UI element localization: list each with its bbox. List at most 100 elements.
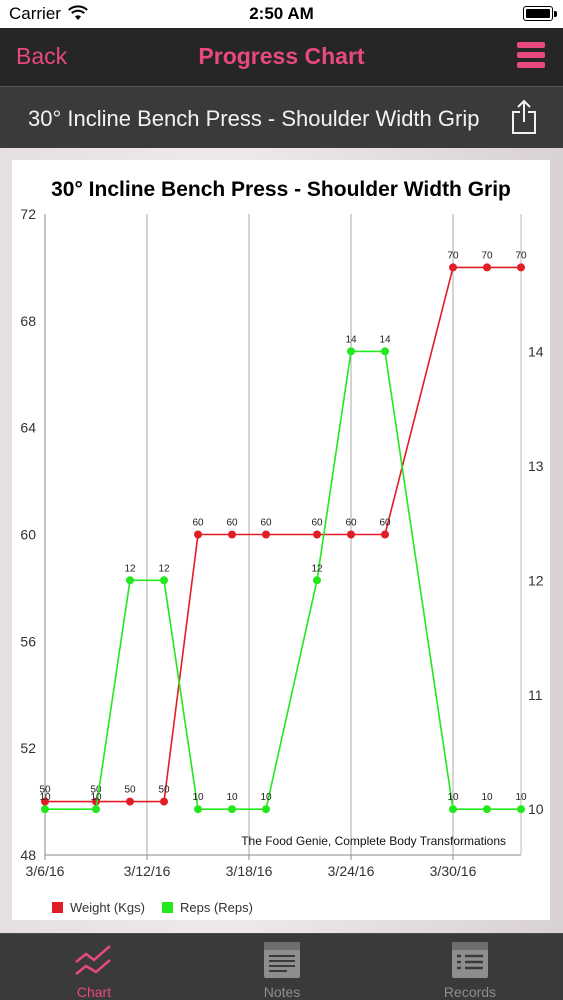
data-point: [126, 797, 134, 806]
x-tick-label: 3/12/16: [124, 863, 171, 879]
tab-chart[interactable]: Chart: [0, 934, 188, 1000]
data-label: 60: [226, 518, 238, 529]
data-point: [228, 805, 236, 814]
battery-icon: [523, 6, 557, 21]
status-bar: Carrier 2:50 AM: [0, 0, 563, 28]
data-point: [449, 263, 457, 272]
x-tick-label: 3/24/16: [328, 863, 375, 879]
navigation-bar: Back Progress Chart: [0, 28, 563, 86]
data-label: 10: [90, 792, 102, 803]
data-point: [41, 797, 49, 806]
data-point: [313, 530, 321, 539]
data-label: 50: [39, 785, 51, 796]
data-label: 14: [379, 334, 391, 345]
data-point: [228, 530, 236, 539]
tab-notes[interactable]: Notes: [188, 934, 376, 1000]
y-right-tick-label: 11: [528, 687, 543, 703]
data-point: [194, 530, 202, 539]
data-label: 10: [192, 792, 204, 803]
data-label: 12: [124, 563, 136, 574]
back-button[interactable]: Back: [16, 43, 68, 69]
data-label: 50: [158, 785, 170, 796]
data-point: [160, 797, 168, 806]
chart-title: 30° Incline Bench Press - Shoulder Width…: [51, 178, 511, 201]
y-left-tick-label: 56: [20, 633, 36, 649]
notes-icon: [264, 942, 300, 978]
data-point: [194, 805, 202, 814]
data-point: [262, 530, 270, 539]
share-icon[interactable]: [509, 99, 539, 135]
tab-bar: Chart Notes Records: [0, 933, 563, 1000]
y-right-tick-label: 13: [528, 458, 544, 474]
data-label: 10: [226, 792, 238, 803]
data-label: 10: [447, 792, 459, 803]
data-label: 10: [39, 792, 51, 803]
exercise-title: 30° Incline Bench Press - Shoulder Width…: [28, 106, 480, 131]
data-label: 14: [345, 334, 357, 345]
data-label: 12: [311, 563, 323, 574]
data-point: [381, 347, 389, 356]
data-point: [160, 576, 168, 585]
data-label: 60: [260, 518, 272, 529]
y-right-tick-label: 10: [528, 801, 544, 817]
data-point: [41, 805, 49, 814]
legend-label: Reps (Reps): [180, 900, 253, 915]
data-label: 70: [481, 250, 493, 261]
series-line-reps: [45, 350, 521, 811]
progress-chart: 30° Incline Bench Press - Shoulder Width…: [20, 178, 544, 915]
series-line-weight: [45, 266, 521, 803]
exercise-header: 30° Incline Bench Press - Shoulder Width…: [0, 86, 563, 148]
chart-watermark: The Food Genie, Complete Body Transforma…: [241, 834, 506, 848]
legend-label: Weight (Kgs): [70, 900, 145, 915]
legend-swatch: [162, 902, 173, 913]
data-point: [92, 805, 100, 814]
data-label: 60: [379, 518, 391, 529]
legend-swatch: [52, 902, 63, 913]
data-label: 10: [260, 792, 272, 803]
x-tick-label: 3/6/16: [26, 863, 65, 879]
tab-records-label: Records: [443, 984, 497, 1000]
y-left-tick-label: 64: [20, 420, 36, 436]
y-right-tick-label: 14: [528, 343, 544, 359]
data-point: [347, 347, 355, 356]
data-label: 60: [311, 518, 323, 529]
y-right-tick-label: 12: [528, 572, 544, 588]
data-point: [313, 576, 321, 585]
chart-card: 30° Incline Bench Press - Shoulder Width…: [12, 160, 550, 920]
y-left-tick-label: 68: [20, 313, 36, 329]
data-point: [517, 805, 525, 814]
data-label: 50: [90, 785, 102, 796]
data-label: 10: [481, 792, 493, 803]
hamburger-menu-icon[interactable]: [517, 42, 545, 72]
data-label: 10: [515, 792, 527, 803]
data-label: 60: [192, 518, 204, 529]
data-label: 50: [124, 785, 136, 796]
wifi-icon: [68, 5, 88, 20]
data-point: [126, 576, 134, 585]
y-left-tick-label: 48: [20, 847, 36, 863]
y-left-tick-label: 52: [20, 740, 36, 756]
data-label: 12: [158, 563, 170, 574]
data-point: [381, 530, 389, 539]
page-title: Progress Chart: [198, 43, 365, 69]
data-point: [517, 263, 525, 272]
carrier-label: Carrier: [9, 4, 61, 23]
y-left-tick-label: 72: [20, 206, 36, 222]
data-point: [347, 530, 355, 539]
x-tick-label: 3/18/16: [226, 863, 273, 879]
tab-notes-label: Notes: [263, 984, 301, 1000]
data-label: 70: [447, 250, 459, 261]
tab-records[interactable]: Records: [376, 934, 563, 1000]
data-point: [483, 805, 491, 814]
chart-icon: [75, 945, 111, 975]
data-point: [262, 805, 270, 814]
data-point: [483, 263, 491, 272]
records-icon: [452, 942, 488, 978]
data-label: 60: [345, 518, 357, 529]
data-point: [449, 805, 457, 814]
tab-chart-label: Chart: [76, 984, 112, 1000]
x-tick-label: 3/30/16: [430, 863, 477, 879]
y-left-tick-label: 60: [20, 527, 36, 543]
data-label: 70: [515, 250, 527, 261]
clock: 2:50 AM: [249, 4, 314, 23]
